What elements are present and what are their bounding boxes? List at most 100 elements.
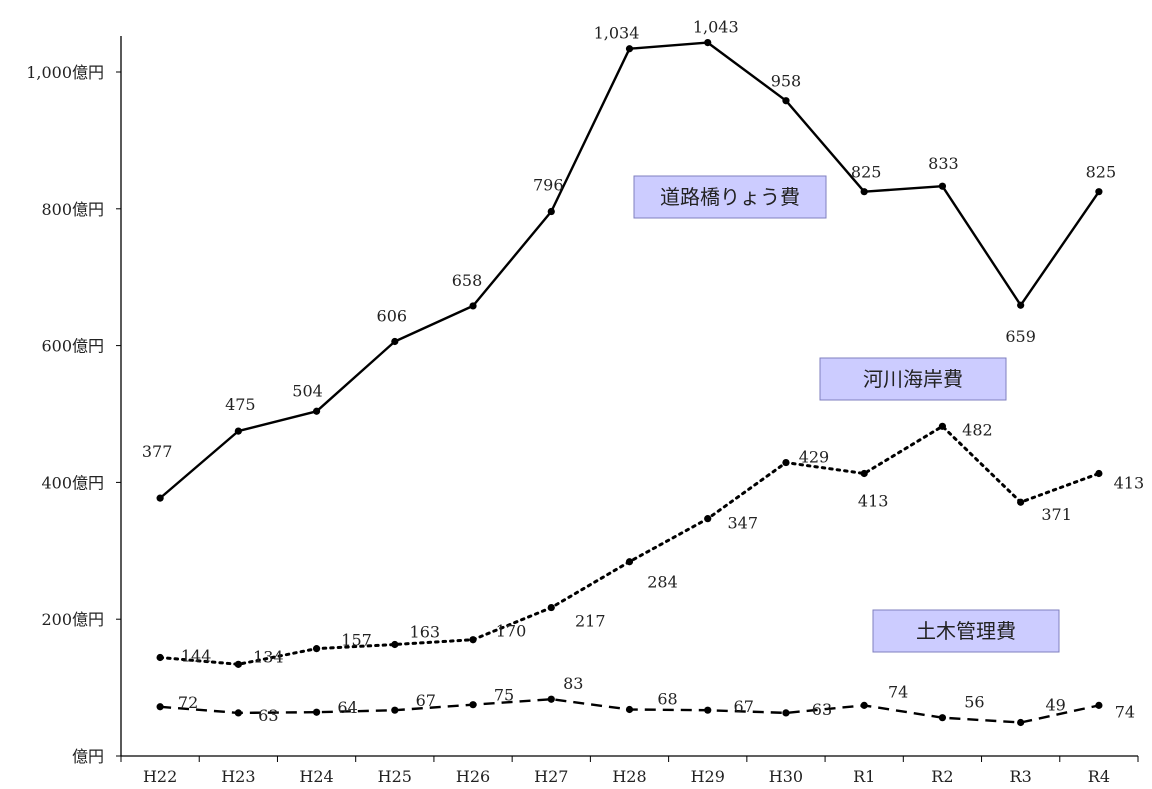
data-label: 413 <box>1114 474 1145 493</box>
data-label: 144 <box>181 647 212 666</box>
data-point <box>234 660 242 668</box>
data-point <box>469 636 477 644</box>
series-name-label: 道路橋りょう費 <box>660 185 800 209</box>
data-label: 1,034 <box>594 24 640 43</box>
data-point <box>1095 188 1103 196</box>
data-point <box>234 427 242 435</box>
x-tick-label: H28 <box>612 767 646 786</box>
data-label: 68 <box>657 689 677 708</box>
y-tick-label: 億円 <box>72 747 104 766</box>
data-point <box>1017 718 1025 727</box>
data-label: 163 <box>410 623 441 642</box>
data-point <box>938 714 947 722</box>
data-label: 74 <box>888 682 908 701</box>
data-label: 796 <box>533 176 564 195</box>
data-label: 475 <box>225 395 256 414</box>
data-point <box>391 337 399 346</box>
data-point <box>782 97 790 105</box>
data-point <box>391 706 399 714</box>
data-point <box>938 182 947 190</box>
data-label: 72 <box>178 693 198 712</box>
data-label: 658 <box>452 271 483 290</box>
data-point <box>704 706 712 714</box>
data-label: 1,043 <box>693 18 739 37</box>
data-labels: 377 475 504 606 658 796 1,034 1,043 958 825 833 659… <box>142 18 1144 725</box>
data-point <box>625 705 634 714</box>
data-label: 64 <box>337 698 357 717</box>
data-label: 371 <box>1041 505 1072 524</box>
y-tick-label: 600億円 <box>41 337 104 356</box>
data-point <box>625 45 634 53</box>
series-name-label: 河川海岸費 <box>863 367 963 391</box>
data-label: 67 <box>416 691 436 710</box>
x-tick-label: R4 <box>1088 767 1110 786</box>
data-point <box>156 653 164 662</box>
data-label: 958 <box>771 72 802 91</box>
data-label: 74 <box>1115 702 1135 721</box>
data-point <box>860 188 868 196</box>
data-label: 429 <box>799 448 830 467</box>
data-label: 56 <box>964 693 984 712</box>
data-label: 413 <box>858 492 889 511</box>
x-tick-label: R1 <box>853 767 875 786</box>
x-tick-label: R2 <box>931 767 953 786</box>
x-axis-ticks: H22 H23 H24 H25 H26 H27 H28 H29 H30 R1 R2 R3 R4 <box>120 756 1139 786</box>
data-label: 347 <box>727 514 758 533</box>
x-tick-label: H26 <box>456 767 490 786</box>
y-tick-label: 200億円 <box>41 610 104 629</box>
data-label: 67 <box>734 697 754 716</box>
x-tick-label: H22 <box>143 767 177 786</box>
data-label: 482 <box>962 420 993 439</box>
data-label: 825 <box>851 163 882 182</box>
x-tick-label: H24 <box>299 767 333 786</box>
data-point <box>938 422 947 430</box>
data-label: 134 <box>253 647 284 666</box>
data-point <box>625 558 634 566</box>
series-points <box>156 38 1103 727</box>
data-point <box>860 701 868 709</box>
data-label: 63 <box>812 700 832 719</box>
x-tick-label: H23 <box>221 767 255 786</box>
data-point <box>156 494 164 502</box>
x-tick-label: H27 <box>534 767 568 786</box>
data-point <box>469 302 477 310</box>
y-tick-label: 400億円 <box>41 473 104 492</box>
data-label: 63 <box>258 706 278 725</box>
data-point <box>156 703 164 711</box>
data-point <box>1095 469 1103 478</box>
data-point <box>312 645 321 653</box>
x-tick-label: H25 <box>378 767 412 786</box>
data-point <box>234 709 242 717</box>
data-label: 49 <box>1045 695 1065 714</box>
data-point <box>547 603 555 612</box>
y-tick-label: 1,000億円 <box>26 63 104 82</box>
data-point <box>469 701 477 709</box>
data-label: 377 <box>142 442 173 461</box>
series-label-box <box>633 175 827 219</box>
data-label: 659 <box>1005 327 1036 346</box>
data-point <box>1017 301 1025 309</box>
data-point <box>704 38 712 47</box>
data-label: 504 <box>292 381 323 400</box>
data-label: 825 <box>1086 163 1117 182</box>
y-axis-ticks: 億円 200億円 400億円 600億円 800億円 1,000億円 <box>26 63 121 766</box>
data-point <box>1017 498 1025 506</box>
data-point <box>312 407 321 415</box>
data-label: 75 <box>494 686 514 705</box>
data-label: 833 <box>928 154 959 173</box>
data-label: 284 <box>647 573 678 592</box>
data-label: 217 <box>575 612 606 631</box>
data-label: 157 <box>341 631 372 650</box>
data-point <box>312 708 321 716</box>
series-label-box <box>819 357 1007 401</box>
x-tick-label: H29 <box>691 767 725 786</box>
series-line-0 <box>159 41 1100 500</box>
series-label-box <box>872 609 1060 653</box>
data-label: 606 <box>377 306 408 325</box>
x-tick-label: H30 <box>769 767 803 786</box>
data-point <box>782 709 790 717</box>
data-point <box>391 640 399 649</box>
data-point <box>782 458 790 467</box>
